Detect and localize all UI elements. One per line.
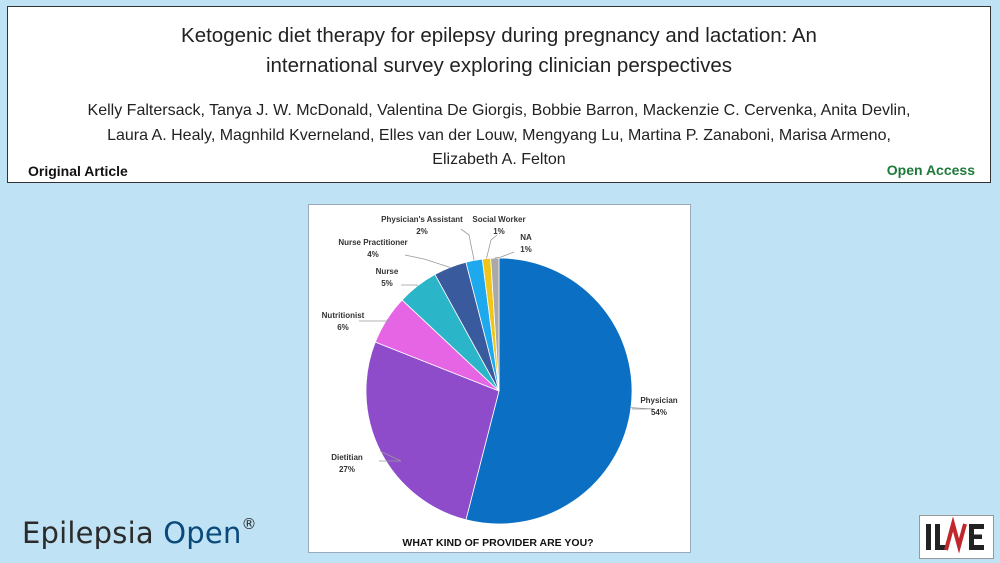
slice-percent-label: 54% bbox=[651, 408, 667, 417]
author-list: Kelly Faltersack, Tanya J. W. McDonald, … bbox=[48, 99, 950, 173]
authors-line-3: Elizabeth A. Felton bbox=[432, 151, 566, 168]
slice-label: Nurse bbox=[376, 267, 399, 276]
slice-label: NA bbox=[520, 233, 532, 242]
paper-title-line-2: international survey exploring clinician… bbox=[265, 54, 733, 77]
slice-percent-label: 4% bbox=[367, 250, 379, 259]
journal-name: Epilepsia bbox=[22, 516, 164, 550]
leader-line bbox=[379, 451, 402, 462]
journal-name-open: Open bbox=[163, 516, 242, 550]
paper-title-line-1: Ketogenic diet therapy for epilepsy duri… bbox=[181, 24, 817, 47]
leader-line bbox=[359, 319, 390, 322]
slice-percent-label: 1% bbox=[520, 245, 532, 254]
leader-line bbox=[494, 251, 515, 259]
article-type-label: Original Article bbox=[28, 163, 128, 179]
pie-chart: Physician 54% Dietitian 27% Nutritionist 6% Nu… bbox=[322, 215, 678, 549]
slice-label: Nurse Practitioner bbox=[338, 238, 407, 247]
leader-line bbox=[486, 234, 498, 259]
slice-label: Social Worker bbox=[472, 215, 525, 224]
article-header: Ketogenic diet therapy for epilepsy duri… bbox=[7, 6, 991, 183]
pie-slice-physician bbox=[465, 257, 633, 525]
leader-line bbox=[401, 284, 418, 287]
authors-line-2: Laura A. Healy, Magnhild Kverneland, Ell… bbox=[107, 126, 891, 144]
ilae-logo-graphic bbox=[926, 516, 984, 554]
authors-line-1: Kelly Faltersack, Tanya J. W. McDonald, … bbox=[87, 102, 911, 119]
leader-line bbox=[404, 254, 451, 268]
registered-mark: ® bbox=[241, 515, 257, 533]
leader-line bbox=[630, 407, 655, 410]
chart-title: WHAT KIND OF PROVIDER ARE YOU? bbox=[402, 537, 593, 549]
leader-line bbox=[460, 228, 475, 261]
slice-percent-label: 5% bbox=[381, 279, 393, 288]
open-access-label: Open Access bbox=[886, 162, 975, 178]
pie-chart-panel: Physician 54% Dietitian 27% Nutritionist 6% Nu… bbox=[308, 204, 691, 553]
slice-percent-label: 6% bbox=[337, 323, 349, 332]
ilae-logo bbox=[919, 515, 994, 559]
slice-label: Nutritionist bbox=[322, 311, 365, 320]
journal-brand: Epilepsia Open® bbox=[22, 515, 257, 550]
slice-label: Physician's Assistant bbox=[381, 215, 463, 224]
pie-slice-dietitian bbox=[365, 341, 500, 521]
slice-label: Physician bbox=[640, 396, 677, 405]
slice-percent-label: 27% bbox=[339, 465, 355, 474]
slice-percent-label: 1% bbox=[493, 227, 505, 236]
slice-percent-label: 2% bbox=[416, 227, 428, 236]
slice-label: Dietitian bbox=[331, 453, 363, 462]
